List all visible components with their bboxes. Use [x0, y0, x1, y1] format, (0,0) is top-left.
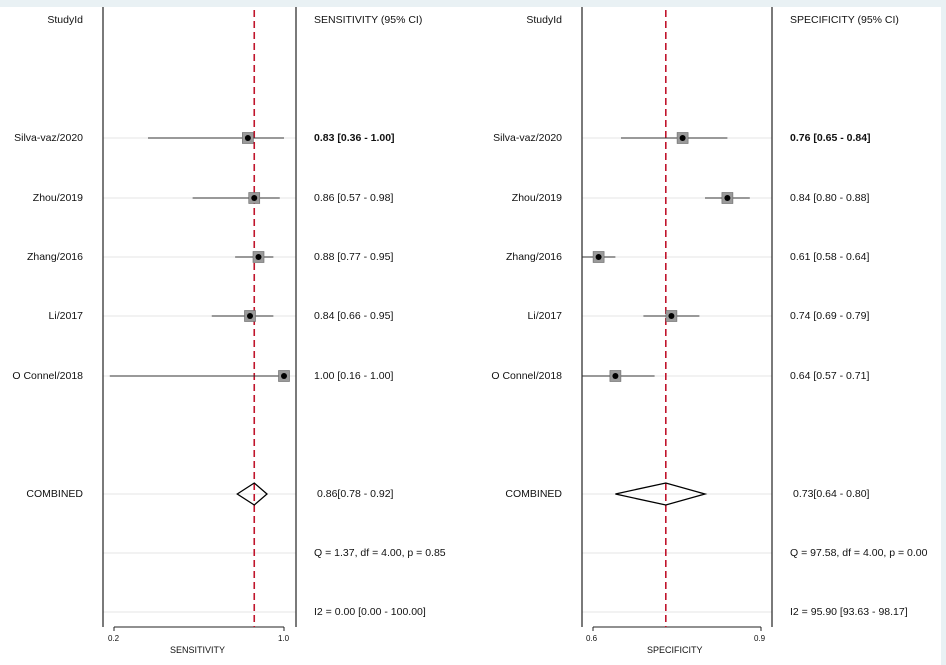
spec-study-name: O Connel/2018: [491, 370, 562, 382]
sens-study-ci: 1.00 [0.16 - 1.00]: [314, 370, 394, 382]
spec-heterogeneity-q: Q = 97.58, df = 4.00, p = 0.00: [790, 547, 928, 559]
sens-study-ci: 0.88 [0.77 - 0.95]: [314, 251, 394, 263]
spec-study-ci: 0.84 [0.80 - 0.88]: [790, 192, 870, 204]
spec-study-name: Zhou/2019: [511, 192, 562, 204]
sens-point-estimate: [251, 195, 258, 201]
spec-study-ci: 0.61 [0.58 - 0.64]: [790, 251, 870, 263]
spec-value-header: SPECIFICITY (95% CI): [790, 14, 899, 26]
sens-study-header: StudyId: [47, 14, 83, 26]
sens-tick-label: 1.0: [278, 634, 290, 643]
spec-study-name: Li/2017: [527, 310, 562, 322]
sens-study-ci: 0.83 [0.36 - 1.00]: [314, 132, 395, 144]
spec-point-estimate: [612, 373, 619, 379]
sens-study-name: Zhou/2019: [32, 192, 83, 204]
sens-point-estimate: [244, 135, 251, 141]
sens-heterogeneity-q: Q = 1.37, df = 4.00, p = 0.85: [314, 547, 446, 559]
spec-combined-name: COMBINED: [505, 488, 562, 500]
spec-point-estimate: [724, 195, 731, 201]
sens-tick-label: 0.2: [108, 634, 120, 643]
spec-heterogeneity-i2: I2 = 95.90 [93.63 - 98.17]: [790, 606, 908, 618]
spec-point-estimate: [668, 313, 675, 319]
spec-combined-ci: 0.73[0.64 - 0.80]: [793, 488, 870, 500]
spec-tick-label: 0.9: [754, 634, 766, 643]
spec-study-ci: 0.76 [0.65 - 0.84]: [790, 132, 871, 144]
spec-point-estimate: [679, 135, 686, 141]
spec-study-header: StudyId: [526, 14, 562, 26]
sens-study-ci: 0.86 [0.57 - 0.98]: [314, 192, 394, 204]
sens-point-estimate: [247, 313, 253, 319]
sens-combined-name: COMBINED: [26, 488, 83, 500]
spec-x-axis-label: SPECIFICITY: [647, 645, 703, 655]
sens-point-estimate: [255, 254, 262, 260]
plot-area: [0, 7, 941, 665]
spec-study-ci: 0.74 [0.69 - 0.79]: [790, 310, 870, 322]
spec-combined-diamond: [615, 482, 708, 506]
spec-point-estimate: [595, 254, 602, 260]
sens-point-estimate: [281, 373, 287, 379]
sens-heterogeneity-i2: I2 = 0.00 [0.00 - 100.00]: [314, 606, 426, 618]
sens-combined-diamond: [236, 482, 268, 506]
sens-value-header: SENSITIVITY (95% CI): [314, 14, 423, 26]
spec-study-name: Silva-vaz/2020: [493, 132, 562, 144]
spec-study-name: Zhang/2016: [505, 251, 562, 263]
sens-study-name: Li/2017: [48, 310, 83, 322]
sens-study-ci: 0.84 [0.66 - 0.95]: [314, 310, 394, 322]
sens-combined-ci: 0.86[0.78 - 0.92]: [317, 488, 394, 500]
spec-study-ci: 0.64 [0.57 - 0.71]: [790, 370, 870, 382]
spec-tick-label: 0.6: [586, 634, 598, 643]
sens-study-name: O Connel/2018: [12, 370, 83, 382]
sens-x-axis-label: SENSITIVITY: [170, 645, 226, 655]
sens-study-name: Silva-vaz/2020: [14, 132, 83, 144]
sens-study-name: Zhang/2016: [26, 251, 83, 263]
